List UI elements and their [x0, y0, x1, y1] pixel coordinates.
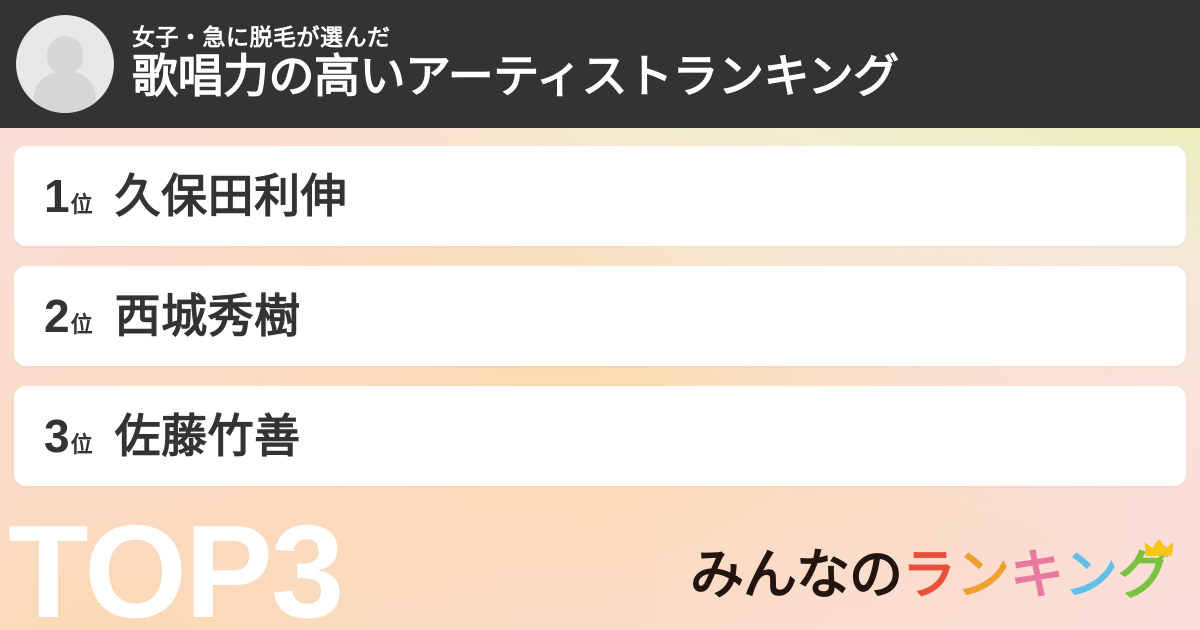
rank-suffix: 位	[70, 192, 93, 217]
logo-part-n2: ン	[1064, 543, 1118, 606]
rank-number: 3	[44, 410, 70, 462]
ranking-row-3[interactable]: 3 位 佐藤竹善	[14, 386, 1186, 486]
entry-name: 西城秀樹	[114, 290, 301, 342]
avatar-body-shape	[34, 72, 96, 113]
top3-label: TOP3	[8, 498, 344, 630]
crown-icon	[1144, 539, 1174, 556]
rank-number: 2	[44, 290, 70, 342]
page-title: 歌唱力の高いアーティストランキング	[132, 50, 899, 103]
logo-part-gu-text: グ	[1118, 543, 1172, 606]
rank-suffix: 位	[70, 432, 93, 457]
logo-part-gu: グ	[1118, 539, 1174, 602]
ranking-list: 1 位 久保田利伸 2 位 西城秀樹 3 位 佐藤竹善	[14, 146, 1186, 506]
avatar-head-shape	[47, 36, 83, 74]
rank-badge: 2 位	[44, 293, 93, 339]
ranking-row-1[interactable]: 1 位 久保田利伸	[14, 146, 1186, 246]
entry-name: 佐藤竹善	[114, 410, 301, 462]
ranking-row-2[interactable]: 2 位 西城秀樹	[14, 266, 1186, 366]
rank-suffix: 位	[70, 312, 93, 337]
entry-name: 久保田利伸	[114, 170, 348, 222]
rank-badge: 3 位	[44, 413, 93, 459]
rank-number: 1	[44, 170, 70, 222]
logo-part-ki: キ	[1010, 543, 1064, 606]
header-subtitle: 女子・急に脱毛が選んだ	[132, 23, 391, 50]
user-avatar-icon	[16, 15, 114, 113]
header-bar: 女子・急に脱毛が選んだ 歌唱力の高いアーティストランキング	[0, 0, 1200, 128]
logo-part-n1: ン	[956, 543, 1010, 606]
minna-no-ranking-logo[interactable]: みんなの ラ ン キ ン グ	[690, 539, 1174, 606]
rank-badge: 1 位	[44, 173, 93, 219]
logo-part-minnano: みんなの	[690, 543, 903, 606]
header-text-block: 女子・急に脱毛が選んだ 歌唱力の高いアーティストランキング	[132, 23, 899, 103]
logo-part-ra: ラ	[902, 543, 956, 606]
